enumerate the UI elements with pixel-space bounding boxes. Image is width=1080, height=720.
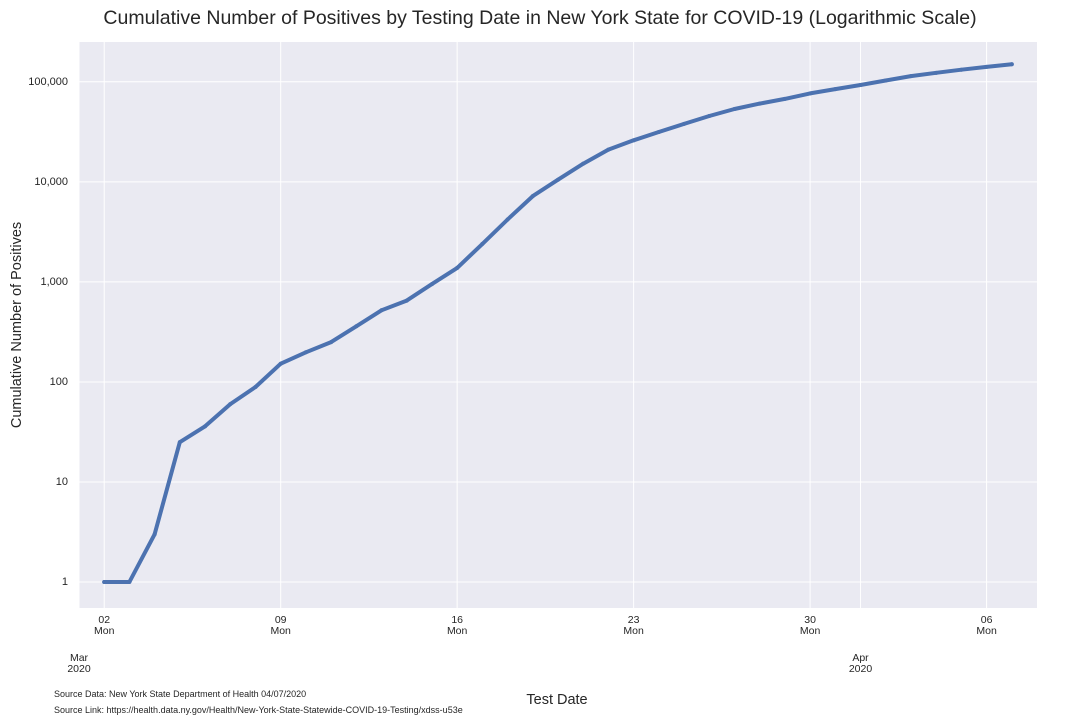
y-axis-label: Cumulative Number of Positives — [9, 221, 25, 429]
data-point — [303, 350, 308, 355]
data-point — [833, 87, 838, 92]
data-point — [782, 96, 787, 101]
data-point — [253, 385, 258, 390]
data-point — [429, 282, 434, 287]
x-tick-label: 02 Mon — [93, 614, 115, 637]
x-tick-label: 23 Mon — [623, 614, 644, 637]
x-tick-label: 09 Mon — [270, 614, 291, 637]
data-point — [203, 424, 208, 429]
data-point — [858, 82, 863, 87]
data-point — [102, 580, 107, 585]
data-point — [404, 298, 409, 303]
data-point — [278, 361, 283, 366]
y-tick-label: 100,000 — [28, 75, 68, 88]
y-tick-label: 1 — [61, 576, 68, 589]
x-tick-label: 06 Mon — [976, 614, 997, 637]
data-point — [329, 340, 334, 345]
source-data-text: Source Data: New York State Department o… — [54, 689, 307, 699]
data-point — [682, 121, 687, 126]
data-point — [354, 324, 359, 329]
data-point — [455, 265, 460, 270]
data-point — [379, 308, 384, 313]
x-month-label: Apr 2020 — [848, 652, 873, 675]
data-point — [959, 67, 964, 72]
data-point — [908, 74, 913, 79]
plot-background — [79, 42, 1037, 608]
data-point — [228, 402, 233, 407]
data-point — [480, 241, 485, 246]
x-month-label: Mar 2020 — [67, 652, 91, 675]
data-point — [530, 194, 535, 199]
data-point — [656, 130, 661, 135]
data-point — [1009, 62, 1014, 67]
data-point — [127, 580, 132, 585]
y-tick-label: 10,000 — [34, 175, 68, 188]
data-point — [808, 91, 813, 96]
data-point — [606, 147, 611, 152]
x-tick-label: 30 Mon — [799, 614, 821, 637]
data-point — [883, 78, 888, 83]
data-point — [732, 106, 737, 111]
data-point — [505, 217, 510, 222]
data-point — [177, 440, 182, 445]
chart-title: Cumulative Number of Positives by Testin… — [103, 7, 977, 29]
x-tick-label: 16 Mon — [446, 614, 468, 637]
data-point — [631, 138, 636, 143]
data-point — [707, 114, 712, 119]
data-point — [581, 161, 586, 166]
y-tick-label: 10 — [55, 475, 68, 488]
data-point — [984, 64, 989, 69]
series-line-group — [102, 62, 1014, 585]
data-point — [556, 177, 560, 182]
y-tick-label: 100 — [49, 375, 68, 388]
data-point — [934, 70, 939, 75]
source-link-text: Source Link: https://health.data.ny.gov/… — [54, 705, 463, 715]
data-point — [152, 532, 157, 537]
data-point — [757, 101, 762, 106]
y-tick-label: 1,000 — [40, 275, 68, 288]
x-axis-label: Test Date — [526, 692, 588, 708]
